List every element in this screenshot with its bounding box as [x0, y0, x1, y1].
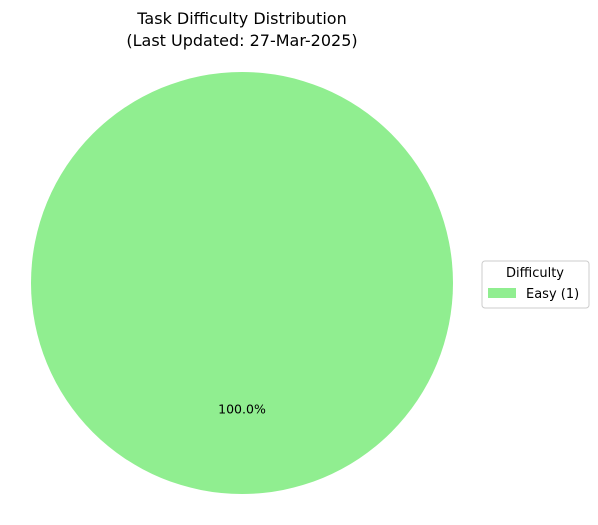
legend-swatch-0 — [488, 288, 516, 298]
legend: Difficulty Easy (1) — [481, 260, 590, 309]
legend-title: Difficulty — [506, 266, 564, 281]
pie-percent-labels: 100.0% — [218, 402, 266, 417]
pie-percent-label-0: 100.0% — [218, 402, 266, 417]
chart-subtitle: (Last Updated: 27-Mar-2025) — [126, 31, 357, 50]
pie-slice-0 — [31, 72, 453, 494]
legend-items: Easy (1) — [488, 287, 579, 302]
pie-slices — [31, 72, 453, 494]
chart-title: Task Difficulty Distribution — [136, 9, 346, 28]
legend-label-0: Easy (1) — [526, 287, 579, 302]
